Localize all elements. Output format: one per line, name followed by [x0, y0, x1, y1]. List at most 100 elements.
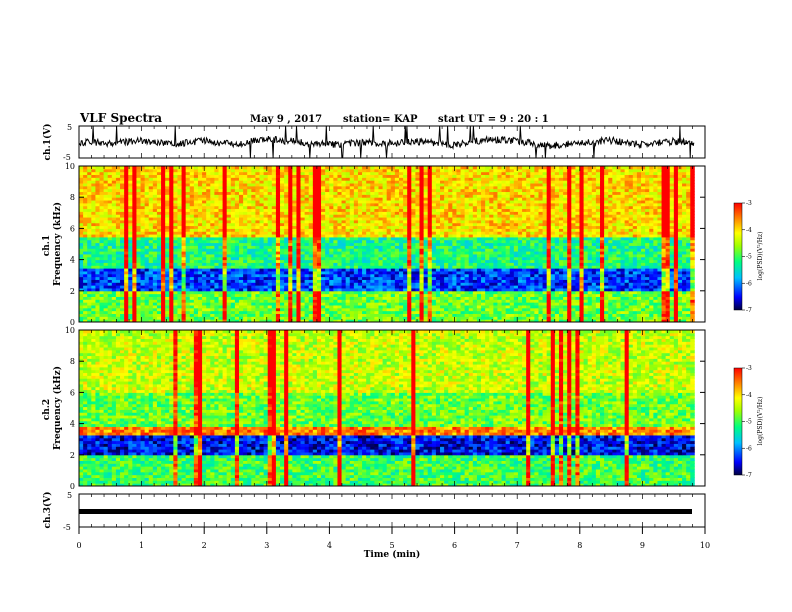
spectrogram-cell — [304, 282, 310, 286]
spectrogram-cell — [202, 270, 207, 275]
spectrogram-cell — [210, 259, 215, 263]
spectrogram-cell — [682, 290, 687, 295]
spectrogram-cell — [267, 248, 273, 252]
spectrogram-cell — [222, 285, 228, 289]
spectrogram-cell — [571, 302, 576, 306]
spectrogram-cell — [95, 287, 100, 292]
spectrogram-cell — [415, 276, 420, 280]
spectrogram-cell — [115, 251, 121, 255]
spectrogram-cell — [616, 313, 621, 317]
spectrogram-cell — [161, 296, 166, 300]
spectrogram-cell — [583, 307, 589, 312]
spectrogram-cell — [616, 231, 621, 235]
spectrogram-cell — [325, 242, 330, 246]
spectrogram-cell — [600, 259, 605, 263]
spectrogram-cell — [374, 228, 379, 232]
spectrogram-cell — [452, 302, 457, 306]
spectrogram-cell — [481, 259, 486, 263]
spectrogram-cell — [472, 245, 478, 249]
spectrogram-cell — [238, 313, 244, 317]
spectrogram-cell — [636, 293, 642, 297]
spectrogram-cell — [382, 296, 388, 300]
spectrogram-cell — [370, 319, 375, 323]
spectrogram-cell — [345, 251, 351, 255]
spectrogram-cell — [382, 285, 388, 289]
spectrogram-cell — [304, 256, 310, 261]
spectrogram-cell — [152, 236, 158, 241]
spectrogram-cell — [641, 228, 646, 232]
spectrogram-cell — [390, 279, 396, 283]
spectrogram-cell — [120, 245, 125, 249]
spectrogram-cell — [144, 262, 150, 266]
spectrogram-cell — [571, 279, 576, 283]
spectrogram-cell — [210, 276, 215, 280]
spectrogram-cell — [485, 290, 490, 295]
spectrogram-cell — [136, 307, 141, 312]
spectrogram-cell — [210, 313, 215, 317]
spectrogram-cell — [243, 296, 248, 300]
spectrogram-cell — [292, 282, 297, 286]
spectrogram-cell — [337, 299, 342, 303]
spectrogram-cell — [403, 293, 408, 297]
spectrogram-cell — [624, 242, 630, 246]
spectrogram-cell — [103, 287, 109, 292]
spectrogram-cell — [489, 310, 494, 314]
spectrogram-cell — [308, 242, 314, 246]
spectrogram-cell — [440, 245, 445, 249]
spectrogram-cell — [132, 282, 137, 286]
spectrogram-cell — [649, 245, 654, 249]
spectrogram-cell — [686, 290, 691, 295]
spectrogram-cell — [296, 262, 301, 266]
spectrogram-cell — [83, 319, 88, 323]
spectrogram-cell — [468, 248, 474, 252]
spectrogram-cell — [333, 270, 338, 275]
spectrogram-cell — [374, 290, 379, 295]
spectrogram-cell — [99, 270, 105, 275]
spectrogram-cell — [243, 231, 248, 235]
spectrogram-cell — [128, 270, 133, 275]
spectrogram-cell — [362, 302, 367, 306]
spectrogram-cell — [411, 287, 416, 292]
spectrogram-cell — [550, 256, 556, 261]
spectrogram-cell — [673, 270, 679, 275]
spectrogram-cell — [394, 236, 400, 241]
spectrogram-cell — [300, 293, 306, 297]
spectrogram-cell — [353, 239, 359, 244]
spectrogram-cell — [645, 231, 650, 235]
spectrogram-cell — [275, 290, 281, 295]
spectrogram-cell — [193, 253, 199, 258]
spectrogram-cell — [259, 265, 265, 269]
spectrogram-cell — [444, 231, 449, 235]
spectrogram-cell — [366, 236, 371, 241]
spectrogram-cell — [382, 276, 388, 280]
spectrogram-cell — [366, 293, 371, 297]
spectrogram-cell — [645, 256, 650, 261]
spectrogram-cell — [612, 313, 617, 317]
spectrogram-cell — [624, 256, 630, 261]
spectrogram-cell — [579, 285, 584, 289]
spectrogram-cell — [444, 262, 449, 266]
spectrogram-cell — [161, 287, 166, 292]
spectrogram-cell — [423, 262, 429, 266]
spectrogram-cell — [567, 299, 572, 303]
spectrogram-cell — [173, 316, 178, 320]
spectrogram-cell — [567, 304, 572, 309]
spectrogram-cell — [271, 282, 277, 286]
spectrogram-cell — [468, 231, 474, 235]
spectrogram-cell — [243, 270, 248, 275]
spectrogram-cell — [329, 245, 334, 249]
spectrogram-cell — [567, 310, 572, 314]
spectrogram-cell — [79, 276, 84, 280]
spectrogram-cell — [144, 302, 150, 306]
spectrogram-cell — [312, 310, 318, 314]
spectrogram-cell — [608, 270, 613, 275]
spectrogram-cell — [173, 231, 178, 235]
spectrogram-cell — [587, 316, 593, 320]
spectrogram-cell — [243, 239, 248, 244]
spectrogram-cell — [682, 256, 687, 261]
spectrogram-cell — [587, 231, 593, 235]
spectrogram-cell — [435, 282, 441, 286]
spectrogram-cell — [616, 234, 621, 238]
spectrogram-cell — [472, 251, 478, 255]
spectrogram-cell — [600, 268, 605, 272]
